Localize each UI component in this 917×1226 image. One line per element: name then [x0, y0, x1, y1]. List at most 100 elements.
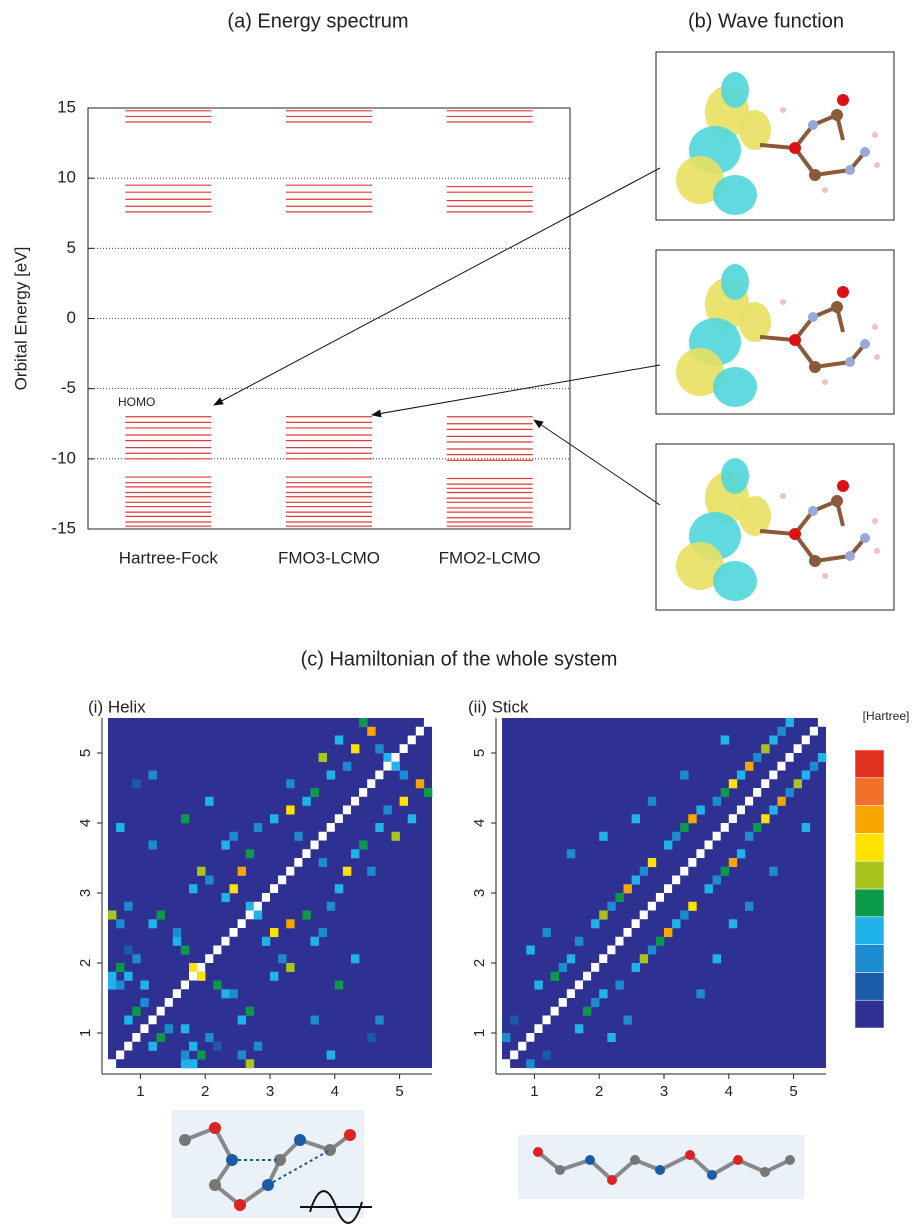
heatmap-cell — [375, 1015, 384, 1025]
heatmap-cell — [712, 875, 721, 885]
heatmap-cell — [334, 735, 344, 745]
heatmap-cell — [180, 814, 190, 824]
heatmap-cell — [116, 980, 125, 990]
diagonal-cell — [197, 963, 206, 972]
heatmap-cell — [801, 823, 811, 833]
y-tick-label: -5 — [61, 378, 76, 397]
x-tick-label: FMO3-LCMO — [278, 548, 380, 567]
diagonal-cell — [245, 910, 254, 920]
diagonal-cell — [310, 840, 319, 850]
diagonal-cell — [526, 1033, 535, 1042]
colorbar-swatch — [854, 749, 885, 779]
diagonal-cell — [286, 866, 295, 876]
heatmap-cell — [809, 761, 819, 771]
diagonal-cell — [817, 718, 826, 727]
heatmap-cell — [197, 1050, 206, 1060]
diagonal-cell — [334, 814, 343, 823]
heatmap-cell — [736, 770, 746, 780]
diagonal-cell — [607, 945, 616, 955]
diagonal-cell — [761, 779, 770, 788]
heatmap-cell — [286, 963, 295, 973]
heatmap-cell — [785, 788, 794, 798]
diagonal-cell — [728, 814, 737, 823]
heatmap-cell — [132, 954, 141, 964]
heatmap-cell — [647, 796, 657, 806]
heatmap-cell — [623, 884, 632, 894]
heatmap-cell — [213, 980, 222, 990]
heatmap-cell — [647, 858, 657, 868]
heatmap-cell — [221, 893, 230, 903]
y-tick-label: -10 — [51, 448, 76, 467]
y-tick-label: 5 — [77, 749, 94, 757]
diagonal-cell — [132, 1033, 141, 1042]
heatmap-cell — [148, 919, 157, 929]
y-tick-label: 5 — [471, 749, 488, 757]
heatmap-cell — [124, 1015, 133, 1025]
heatmap-cell — [221, 840, 230, 850]
y-tick-label: 4 — [77, 819, 94, 827]
y-tick-label: 0 — [67, 308, 76, 327]
heatmap-cell — [302, 796, 311, 806]
diagonal-cell — [639, 910, 648, 920]
heatmap-cell — [310, 936, 319, 946]
diagonal-cell — [318, 831, 327, 841]
wave-function-images — [655, 51, 895, 611]
heatmap-cell — [189, 1059, 198, 1069]
y-axis-label: Orbital Energy [eV] — [11, 247, 30, 391]
colorbar-swatch — [854, 777, 885, 806]
heatmap-cell — [777, 796, 786, 806]
heatmap-cell — [542, 928, 551, 938]
heatmap-cell — [108, 910, 117, 920]
heatmap-cell — [510, 1015, 519, 1025]
diagonal-cell — [124, 1041, 133, 1051]
heatmap-cell — [156, 910, 165, 920]
heatmap-cell — [253, 1041, 263, 1051]
panel-b-title: (b) Wave function — [688, 10, 844, 32]
heatmap-cell — [761, 814, 770, 824]
panel-a-title: (a) Energy spectrum — [227, 10, 408, 32]
diagonal-cell — [542, 1015, 551, 1025]
colorbar-swatch — [854, 916, 885, 945]
heatmap-cell — [696, 805, 705, 815]
diagonal-cell — [647, 901, 656, 911]
diagonal-cell — [688, 858, 697, 867]
heatmap-cell — [245, 1006, 255, 1016]
diagonal-cell — [383, 761, 392, 771]
heatmap-cell — [615, 893, 624, 903]
stick-illustration — [518, 1135, 804, 1199]
heatmap-cell — [172, 928, 182, 938]
heatmap-cell — [375, 744, 384, 754]
diagonal-cell — [278, 875, 287, 885]
heatmap-cell — [180, 1024, 190, 1034]
heatmap-cell — [728, 858, 738, 868]
x-tick-label: 5 — [789, 1083, 797, 1100]
arrow — [533, 419, 661, 506]
heatmap-cell — [253, 823, 263, 833]
heatmap-cell — [550, 971, 559, 981]
heatmap-cell — [286, 779, 295, 789]
heatmap-cell — [599, 910, 608, 920]
y-tick-label: 2 — [471, 959, 488, 967]
x-tick-label: FMO2-LCMO — [439, 548, 541, 567]
heatmap-cell — [607, 1033, 616, 1043]
heatmap-cell — [318, 753, 327, 763]
diagonal-cell — [534, 1024, 543, 1033]
heatmap-cell — [391, 761, 400, 771]
diagonal-cell — [164, 998, 173, 1007]
illustration-bg — [172, 1110, 364, 1218]
heatmap-cell — [140, 998, 149, 1008]
heatmap-cell — [124, 971, 133, 981]
heatmap-cell — [342, 866, 352, 876]
heatmap-cell — [237, 1015, 246, 1025]
stick-title: (ii) Stick — [468, 697, 529, 716]
heatmap-cell — [326, 901, 336, 911]
heatmap-cell — [197, 866, 206, 876]
heatmap-cell — [599, 989, 608, 999]
y-tick-label: 1 — [77, 1029, 94, 1037]
heatmap-cell — [205, 875, 214, 885]
heatmap-cell — [769, 866, 778, 876]
arrow — [213, 167, 661, 406]
x-tick-label: 5 — [395, 1083, 403, 1100]
diagonal-cell — [558, 998, 567, 1007]
x-tick-label: 1 — [530, 1083, 538, 1100]
